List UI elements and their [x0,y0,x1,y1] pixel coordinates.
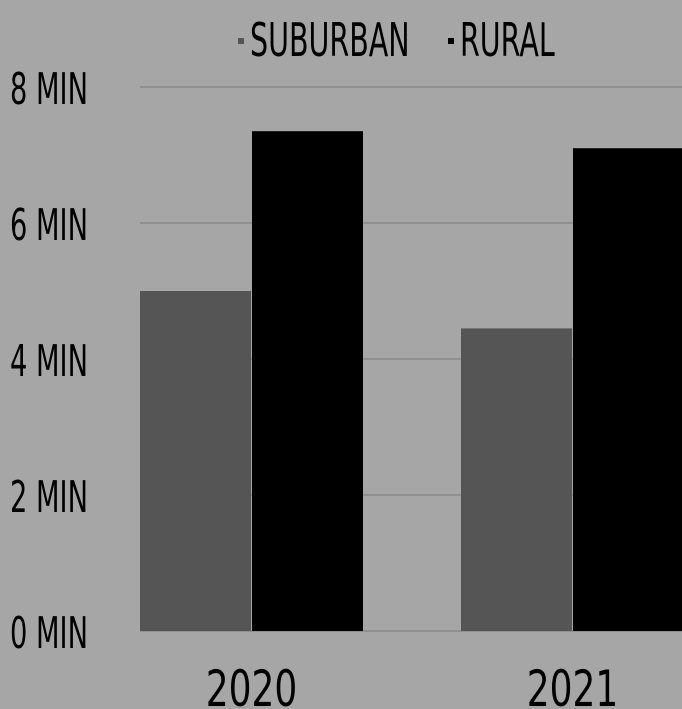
legend-label-suburban: SUBURBAN [250,14,410,68]
legend: SUBURBAN RURAL [238,14,555,68]
bar-rural-2020 [252,131,363,631]
x-tick-label: 2020 [206,661,298,709]
legend-marker-suburban [238,38,244,44]
bar-suburban-2021 [461,328,572,631]
x-tick-label: 2021 [527,661,619,709]
y-tick-label: 0 MIN [10,607,88,659]
legend-marker-rural [448,38,454,44]
y-tick-label: 8 MIN [10,63,88,115]
bar-suburban-2020 [140,291,251,631]
bar-rural-2021 [573,148,682,631]
y-tick-label: 6 MIN [10,199,88,251]
bars [140,131,682,631]
y-axis: 0 MIN 2 MIN 4 MIN 6 MIN 8 MIN [10,63,88,659]
y-tick-label: 4 MIN [10,335,88,387]
x-axis: 2020 2021 [206,661,619,709]
legend-label-rural: RURAL [460,14,555,68]
y-tick-label: 2 MIN [10,471,88,523]
